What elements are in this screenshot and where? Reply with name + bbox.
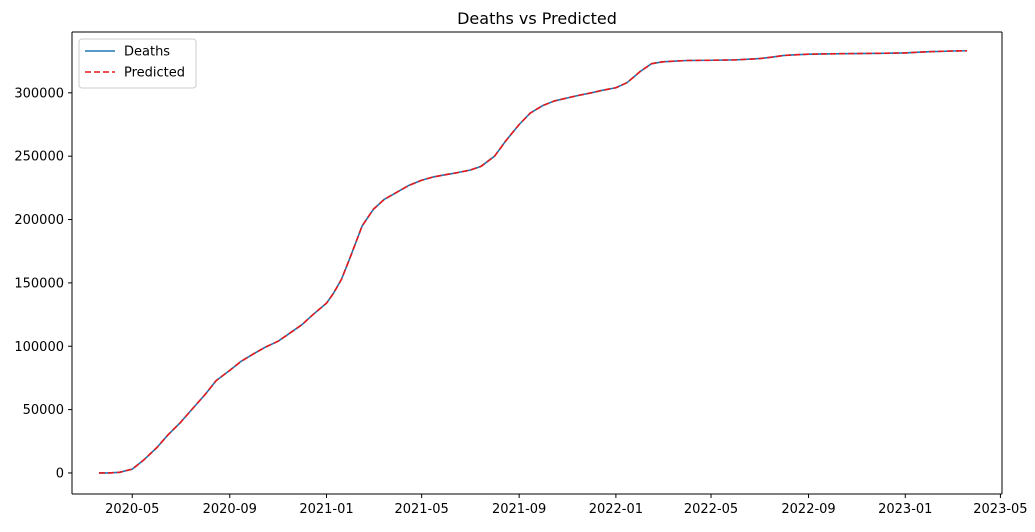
x-tick-label: 2022-05 bbox=[684, 502, 738, 517]
x-tick-label: 2020-05 bbox=[105, 502, 159, 517]
chart-title: Deaths vs Predicted bbox=[457, 9, 617, 28]
x-tick-label: 2020-09 bbox=[203, 502, 257, 517]
x-tick-label: 2021-05 bbox=[394, 502, 448, 517]
x-tick-label: 2022-09 bbox=[781, 502, 835, 517]
y-tick-label: 300000 bbox=[14, 86, 64, 101]
x-tick-label: 2023-05 bbox=[973, 502, 1027, 517]
y-tick-label: 200000 bbox=[14, 213, 64, 228]
x-tick-label: 2021-09 bbox=[492, 502, 546, 517]
x-tick-label: 2021-01 bbox=[299, 502, 353, 517]
axes-layer: 0 50000 100000 150000 200000 250000 300000 2020… bbox=[14, 31, 1028, 517]
plot-area bbox=[72, 32, 1002, 494]
legend: Deaths Predicted bbox=[78, 38, 197, 89]
series-line-predicted bbox=[98, 49, 968, 474]
x-tick-label: 2022-01 bbox=[589, 502, 643, 517]
y-tick-label: 50000 bbox=[23, 403, 64, 418]
y-tick-label: 0 bbox=[56, 466, 64, 481]
x-tick-label: 2023-01 bbox=[878, 502, 932, 517]
series-layer bbox=[98, 49, 968, 474]
plot-background bbox=[72, 32, 1002, 494]
y-tick-label: 250000 bbox=[14, 150, 64, 165]
legend-label-deaths: Deaths bbox=[124, 45, 170, 60]
y-tick-label: 150000 bbox=[14, 276, 64, 291]
legend-label-predicted: Predicted bbox=[124, 66, 185, 81]
y-tick-label: 100000 bbox=[14, 340, 64, 355]
